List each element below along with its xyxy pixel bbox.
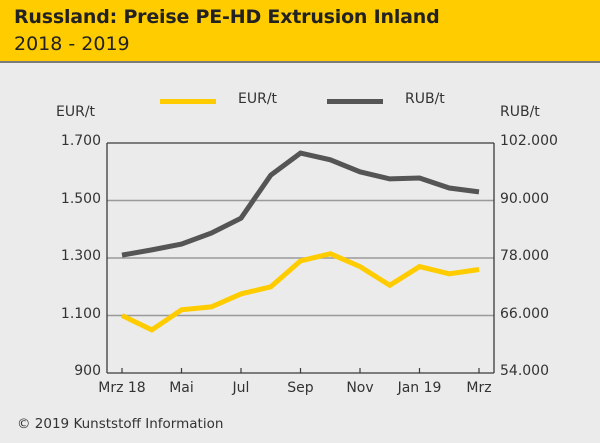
right-axis-tick-label: 78.000 [500,248,549,264]
right-axis-tick-label: 66.000 [500,305,549,322]
series-line-rub [121,150,480,258]
x-axis-tick-label: Mrz 18 [98,380,146,396]
right-axis-tick-label: 102.000 [500,133,558,149]
left-axis-tick-label: 1.500 [60,190,101,207]
chart-subtitle: 2018 - 2019 [14,33,130,55]
chart-title: Russland: Preise PE-HD Extrusion Inland [14,6,440,28]
left-axis-tick-label: 1.700 [60,133,101,149]
left-axis-tick-label: 1.100 [60,305,101,322]
legend-label-eur: EUR/t [238,91,278,107]
legend-label-rub: RUB/t [405,91,445,107]
left-axis-unit: EUR/t [56,104,96,120]
x-axis-tick-label: Mrz [466,380,492,396]
header-bar: Russland: Preise PE-HD Extrusion Inland … [0,0,600,63]
x-axis-tick-label: Sep [287,380,314,396]
x-axis-tick-label: Jan 19 [397,380,442,396]
right-axis-tick-label: 54.000 [500,363,549,379]
right-axis-tick-label: 90.000 [500,190,549,207]
left-axis-tick-label: 1.300 [60,248,101,264]
legend-swatch-eur [160,99,216,104]
x-axis-tick-label: Jul [232,380,250,396]
left-axis-tick-label: 900 [74,363,101,379]
legend-swatch-rub [327,99,383,104]
series-line-eur [120,251,480,333]
right-axis-unit: RUB/t [500,104,540,120]
copyright-footer: © 2019 Kunststoff Information [17,416,224,432]
x-axis-tick-label: Nov [346,380,374,396]
x-axis-tick-label: Mai [169,380,194,396]
